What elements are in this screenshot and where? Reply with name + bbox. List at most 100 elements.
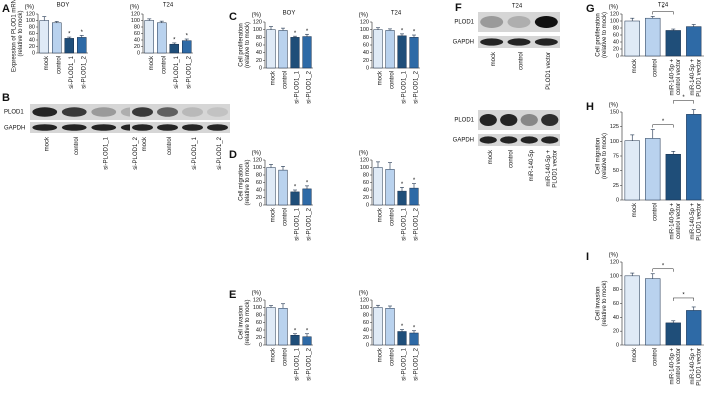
lane-label: control xyxy=(167,137,173,155)
bar xyxy=(77,37,87,54)
x-tick-label: control xyxy=(652,59,658,77)
panel-letter: B xyxy=(2,92,10,104)
y-axis-label: (relative to mock) xyxy=(602,12,608,58)
blot-band xyxy=(480,16,504,28)
blot-band xyxy=(207,107,228,117)
y-axis-label: (relative to mock) xyxy=(18,10,24,56)
bar xyxy=(278,169,288,206)
y-tick-label: 80 xyxy=(134,24,140,30)
y-axis-label: Cell invasion xyxy=(595,286,601,320)
y-axis-label: Cell proliferation xyxy=(595,13,601,56)
x-tick-label: control xyxy=(161,56,167,74)
bar xyxy=(645,17,661,57)
bar xyxy=(302,36,312,69)
blot-band xyxy=(541,136,559,144)
blot-band xyxy=(132,107,153,117)
x-tick-label: control vector xyxy=(676,59,682,95)
significance-star: * xyxy=(186,34,189,40)
x-tick-label: si-PLOD1_2 xyxy=(307,207,313,240)
y-tick-label: 60 xyxy=(363,320,369,326)
row-label: GAPDH xyxy=(4,126,25,132)
panel-letter: I xyxy=(586,251,589,263)
bar xyxy=(278,308,288,346)
x-tick-label: si-PLOD1_2 xyxy=(186,55,192,88)
panel-letter: C xyxy=(229,11,237,23)
x-tick-label: si-PLOD1_2 xyxy=(307,70,313,103)
y-tick-label: 100 xyxy=(26,18,35,24)
lane-label: mock xyxy=(488,149,494,164)
bar xyxy=(385,30,395,69)
y-tick-label: 75 xyxy=(613,153,619,159)
blot-band xyxy=(32,107,58,117)
x-tick-label: control xyxy=(283,208,289,226)
bar xyxy=(302,188,312,206)
x-tick-label: miR-140-5p + xyxy=(670,348,676,385)
y-tick-label: 40 xyxy=(363,50,369,56)
x-tick-label: miR-140-5p + xyxy=(670,59,676,96)
significance-bracket xyxy=(652,11,674,15)
bar xyxy=(266,307,276,346)
x-tick-label: miR-140-5p + xyxy=(690,348,696,385)
y-tick-label: 120 xyxy=(253,19,262,25)
significance-star: * xyxy=(413,325,416,331)
significance-star: * xyxy=(413,178,416,184)
x-tick-label: mock xyxy=(378,207,384,222)
y-tick-label: 100 xyxy=(253,165,262,171)
blot-band xyxy=(91,124,117,131)
significance-star: * xyxy=(401,182,404,188)
x-tick-label: si-PLOD1_2 xyxy=(81,55,87,88)
blot-band xyxy=(500,136,518,144)
x-tick-label: control xyxy=(390,71,396,89)
y-tick-label: 20 xyxy=(256,58,262,64)
y-tick-label: 60 xyxy=(363,42,369,48)
row-label: PLOD1 xyxy=(4,110,24,116)
y-tick-label: 100 xyxy=(610,139,619,145)
y-unit: (%) xyxy=(609,103,618,109)
blot-band xyxy=(520,114,538,126)
y-tick-label: 100 xyxy=(610,273,619,279)
y-tick-label: 60 xyxy=(256,180,262,186)
x-tick-label: control xyxy=(390,208,396,226)
y-tick-label: 40 xyxy=(363,327,369,333)
panel-letter: A xyxy=(2,3,10,15)
y-tick-label: 0 xyxy=(259,65,262,71)
blot-strip xyxy=(130,122,230,133)
x-tick-label: miR-140-5p + xyxy=(690,203,696,240)
y-tick-label: 0 xyxy=(616,342,619,348)
y-tick-label: 60 xyxy=(613,32,619,38)
y-tick-label: 100 xyxy=(360,305,369,311)
y-unit: (%) xyxy=(359,13,368,19)
x-tick-label: si-PLOD1_2 xyxy=(307,347,313,380)
bar xyxy=(624,275,640,346)
y-tick-label: 40 xyxy=(256,50,262,56)
x-tick-label: miR-140-5p + xyxy=(670,203,676,240)
lane-label: si-PLOD1_2 xyxy=(133,136,139,169)
bar xyxy=(290,37,300,69)
bar xyxy=(665,30,681,57)
bar xyxy=(64,38,74,54)
y-unit: (%) xyxy=(609,253,618,259)
bar xyxy=(182,40,192,54)
bar xyxy=(144,20,154,54)
blot-band xyxy=(479,136,497,144)
y-tick-label: 100 xyxy=(360,165,369,171)
lane-label: si-PLOD1_1 xyxy=(103,136,109,169)
y-tick-label: 20 xyxy=(256,195,262,201)
blot-band xyxy=(61,107,87,117)
blot-strip xyxy=(478,110,560,130)
x-tick-label: mock xyxy=(378,347,384,362)
significance-star: * xyxy=(68,32,71,38)
x-tick-label: si-PLOD1_1 xyxy=(295,207,301,240)
y-tick-label: 120 xyxy=(131,11,140,17)
x-tick-label: mock xyxy=(632,202,638,217)
blot-band xyxy=(520,136,538,144)
y-tick-label: 20 xyxy=(256,335,262,341)
y-tick-label: 80 xyxy=(363,35,369,41)
x-tick-label: si-PLOD1_1 xyxy=(402,207,408,240)
significance-star: * xyxy=(401,324,404,330)
significance-star: * xyxy=(662,6,665,12)
blot-band xyxy=(32,124,58,131)
y-tick-label: 120 xyxy=(610,259,619,265)
y-unit: (%) xyxy=(252,291,261,297)
